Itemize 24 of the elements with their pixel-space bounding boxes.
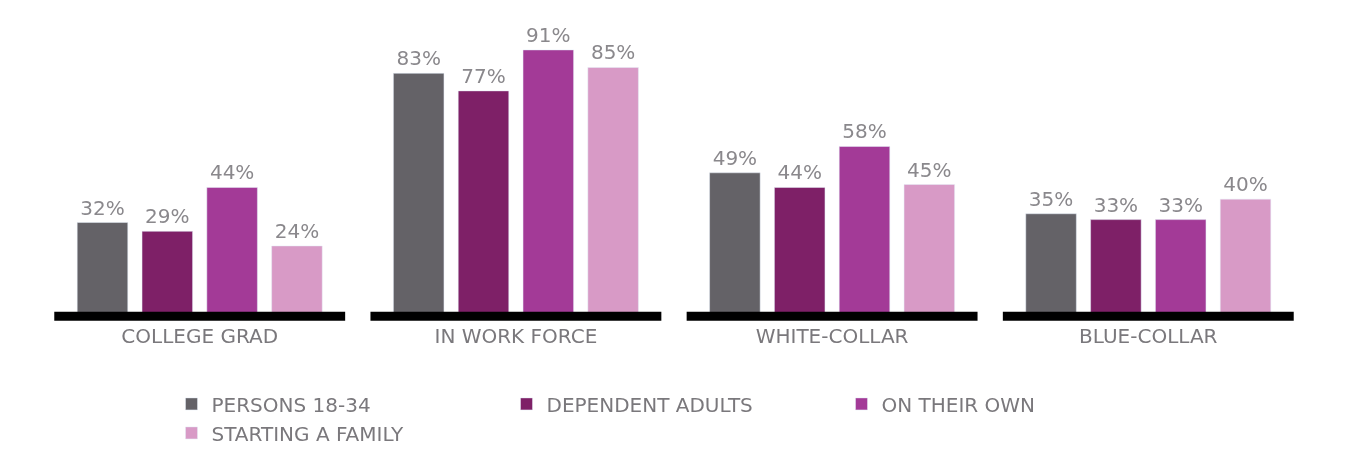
- x-tick-label: IN WORK FORCE: [434, 324, 598, 348]
- data-label: 44%: [209, 160, 255, 185]
- data-label: 44%: [777, 160, 822, 185]
- x-tick-label: BLUE-COLLAR: [1079, 324, 1218, 348]
- x-tick-label: WHITE-COLLAR: [755, 324, 909, 348]
- data-label: 29%: [145, 204, 190, 229]
- data-label: 32%: [80, 195, 125, 220]
- legend-label: PERSONS 18-34: [211, 392, 371, 417]
- data-label: 45%: [907, 157, 952, 182]
- x-tick-label: COLLEGE GRAD: [121, 324, 279, 348]
- data-label: 40%: [1223, 172, 1268, 197]
- data-label: 49%: [712, 145, 758, 170]
- legend-label: STARTING A FAMILY: [211, 421, 404, 446]
- data-label: 35%: [1028, 186, 1074, 211]
- data-label: 85%: [590, 40, 636, 65]
- data-label: 91%: [526, 22, 571, 47]
- data-label: 24%: [274, 218, 320, 243]
- data-label: 33%: [1093, 192, 1139, 217]
- data-label: 58%: [842, 119, 887, 144]
- data-label: 83%: [396, 46, 441, 71]
- data-label: 33%: [1158, 192, 1203, 217]
- legend-label: DEPENDENT ADULTS: [546, 392, 753, 417]
- legend-label: ON THEIR OWN: [881, 392, 1036, 417]
- data-label: 77%: [461, 63, 506, 88]
